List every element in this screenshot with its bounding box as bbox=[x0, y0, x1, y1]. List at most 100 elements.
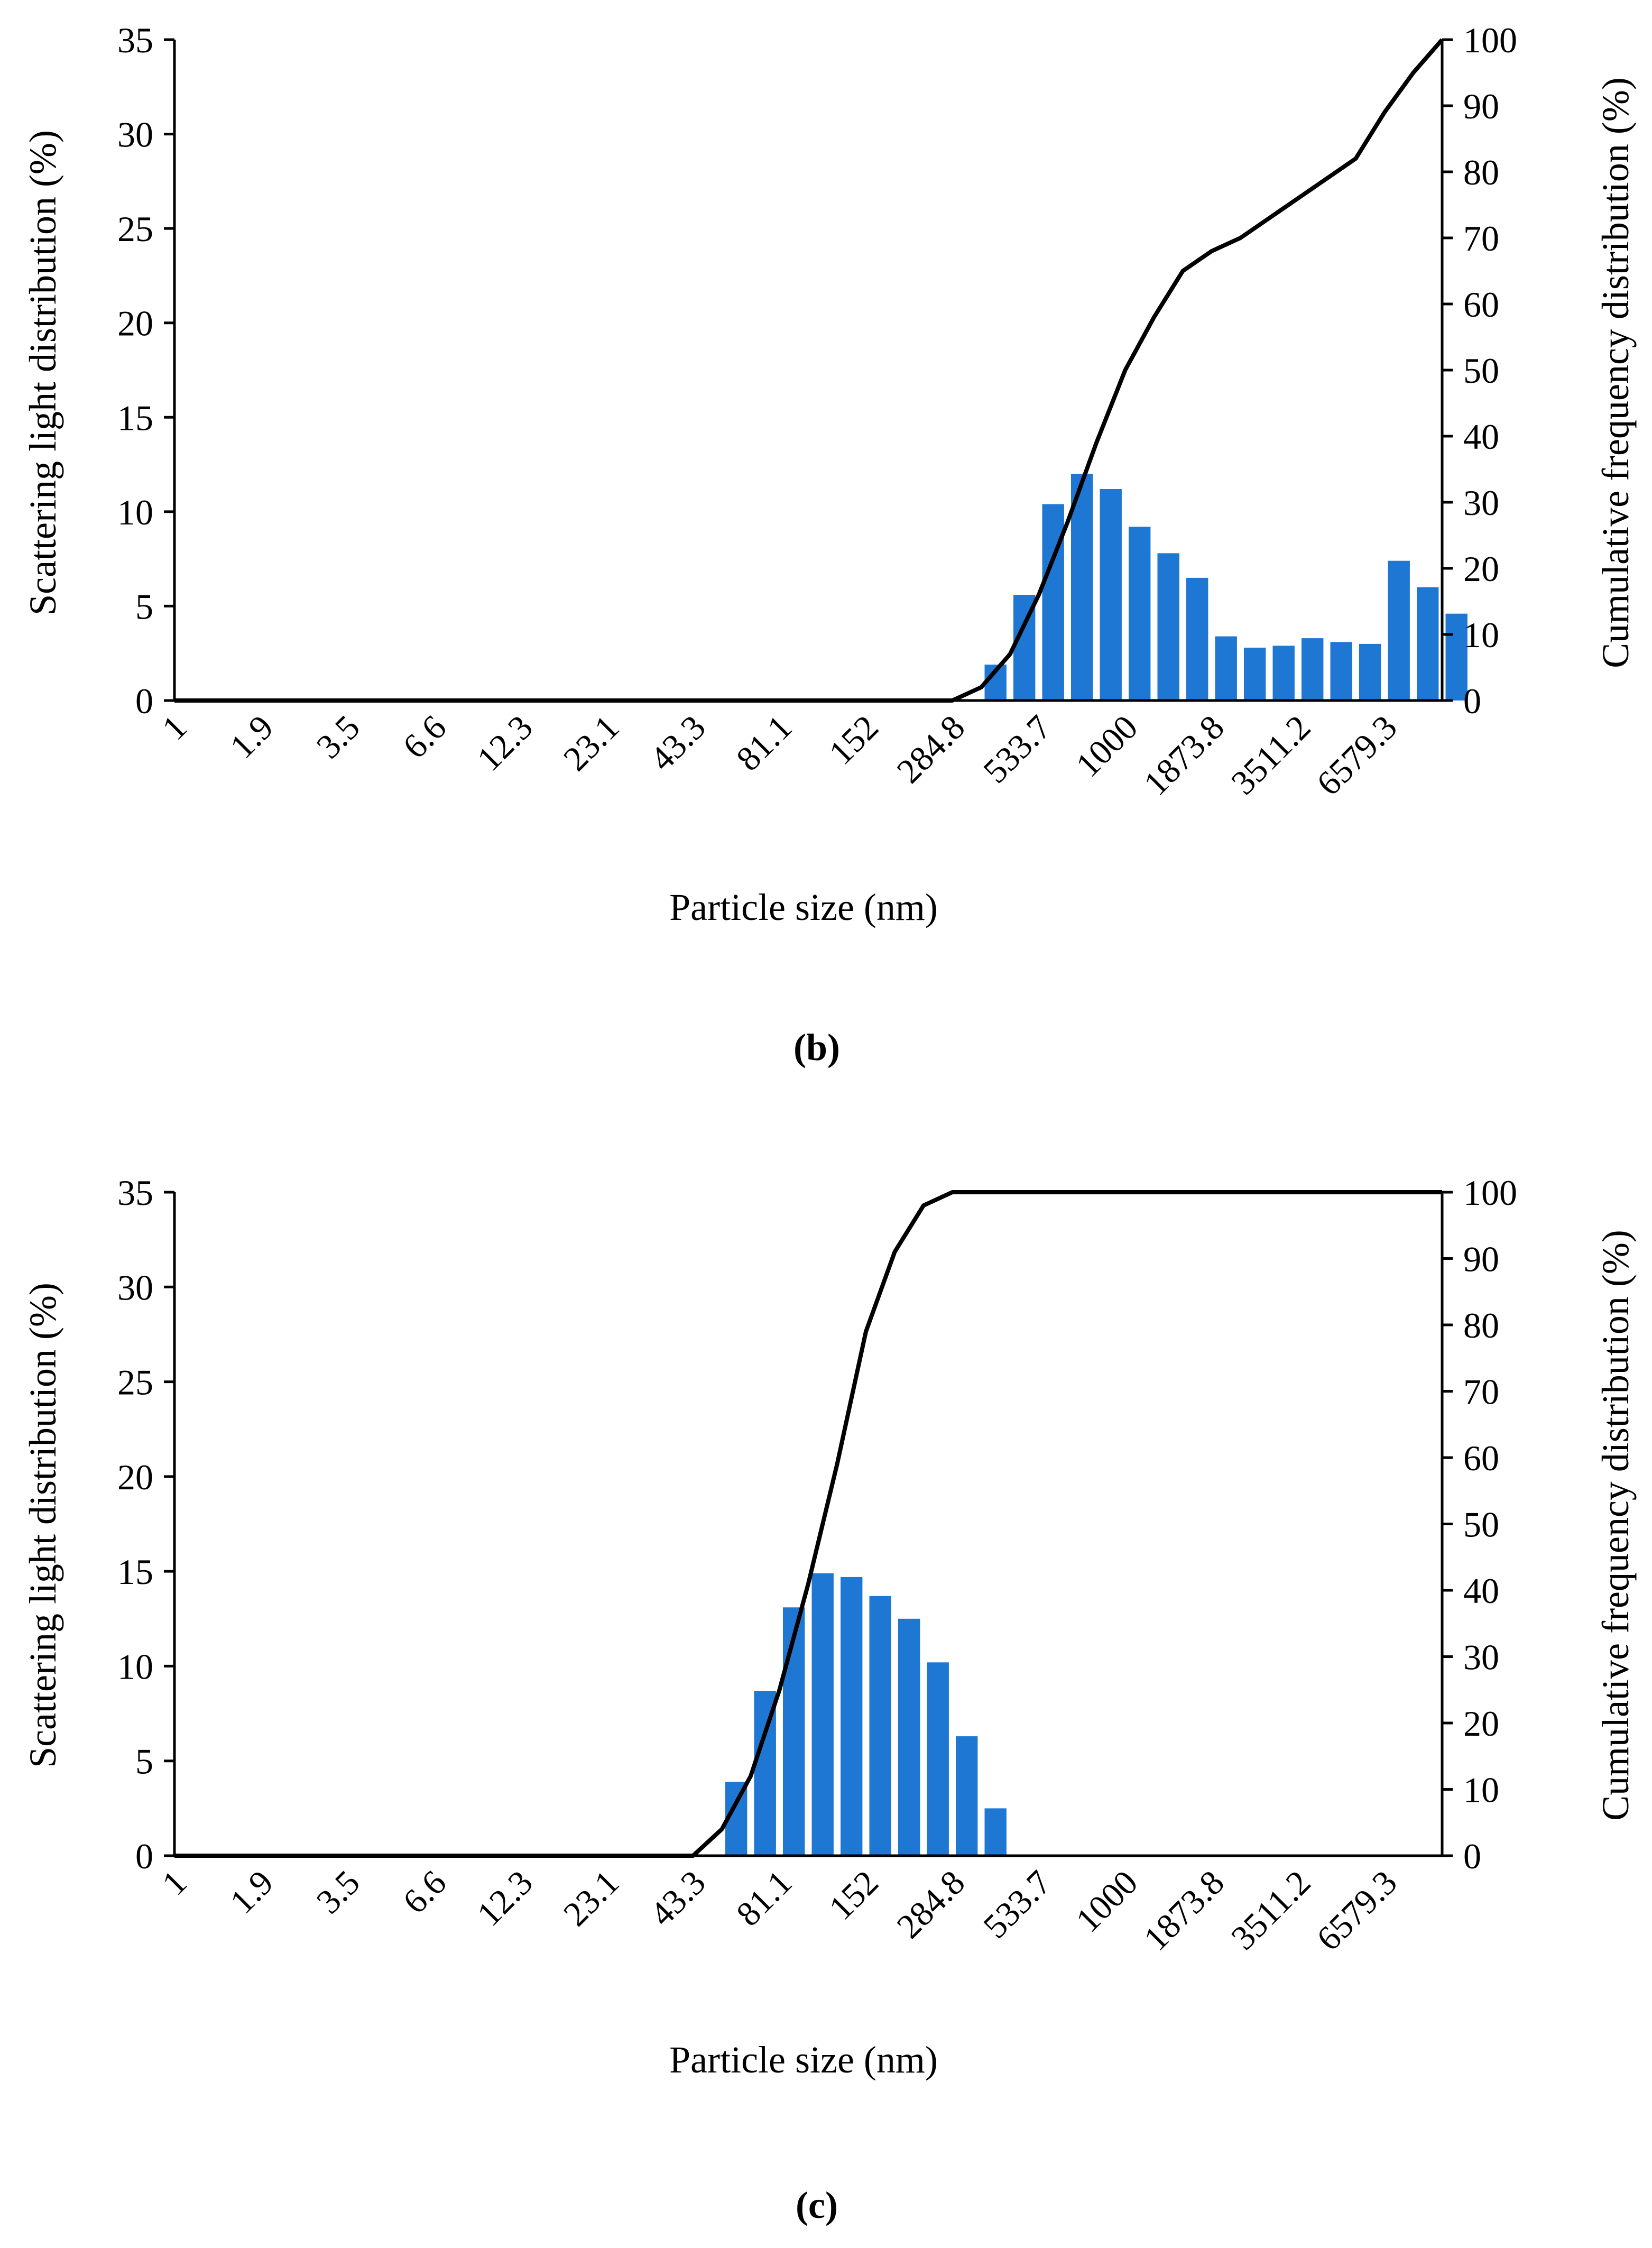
y2-tick-label: 90 bbox=[1463, 1239, 1499, 1279]
bar-series bbox=[725, 1573, 1007, 1856]
x-tick-label: 3511.2 bbox=[1224, 708, 1318, 802]
x-tick-label: 1000 bbox=[1068, 708, 1145, 785]
y2-tick-label: 70 bbox=[1463, 218, 1499, 259]
y2-tick-label: 40 bbox=[1463, 1571, 1499, 1611]
y-tick-label: 35 bbox=[117, 1173, 153, 1213]
x-tick-label: 3511.2 bbox=[1224, 1863, 1318, 1957]
bar bbox=[956, 1736, 978, 1856]
x-tick-label: 1000 bbox=[1068, 1863, 1145, 1940]
cumulative-line bbox=[174, 38, 1444, 703]
x-tick-label: 81.1 bbox=[729, 708, 799, 778]
x-tick-labels: 1 1.9 3.5 6.6 12.3 23.1 43.3 81.1 152 284.8 533.7 1… bbox=[155, 708, 1405, 803]
x-tick-label: 23.1 bbox=[556, 708, 626, 778]
y2-axis-label: Cumulative frequency distribution (%) bbox=[1594, 1230, 1637, 1821]
bar bbox=[1071, 474, 1093, 701]
x-tick-label: 152 bbox=[822, 1863, 886, 1928]
bar bbox=[754, 1691, 776, 1856]
y-tick-label: 35 bbox=[117, 20, 153, 60]
y-tick-label: 10 bbox=[117, 1646, 153, 1687]
y2-axis-label: Cumulative frequency distribution (%) bbox=[1594, 77, 1637, 668]
x-tick-label: 3.5 bbox=[309, 1863, 367, 1921]
y-axis-label: Scattering light distribution (%) bbox=[22, 1283, 64, 1768]
x-tick-label: 12.3 bbox=[470, 1863, 540, 1933]
bar bbox=[927, 1662, 949, 1856]
y2-tick-label: 40 bbox=[1463, 417, 1499, 457]
x-tick-label: 533.7 bbox=[976, 708, 1059, 791]
x-tick-label: 1 bbox=[155, 708, 195, 748]
y2-tick-label: 100 bbox=[1463, 1173, 1517, 1213]
y-tick-label: 15 bbox=[117, 398, 153, 438]
axes bbox=[164, 1191, 1453, 1857]
axes bbox=[164, 38, 1453, 702]
y-tick-label: 5 bbox=[135, 1742, 153, 1782]
y-tick-label: 30 bbox=[117, 115, 153, 155]
y2-tick-label: 0 bbox=[1463, 681, 1481, 721]
x-tick-label: 1 bbox=[155, 1863, 195, 1903]
x-tick-label: 152 bbox=[822, 708, 886, 772]
panel-label-c: (c) bbox=[796, 2184, 838, 2226]
bar bbox=[1244, 648, 1266, 701]
y-tick-label: 25 bbox=[117, 209, 153, 249]
right-y-tick-labels: 0 10 20 30 40 50 60 70 80 90 100 bbox=[1463, 20, 1517, 721]
bar bbox=[841, 1577, 863, 1856]
y-tick-label: 25 bbox=[117, 1362, 153, 1403]
bar bbox=[1272, 646, 1295, 701]
y2-tick-label: 0 bbox=[1463, 1836, 1481, 1876]
y2-tick-label: 30 bbox=[1463, 1637, 1499, 1678]
y2-tick-label: 100 bbox=[1463, 20, 1517, 60]
bar bbox=[1302, 638, 1324, 701]
y-axis-label: Scattering light distribution (%) bbox=[22, 130, 64, 615]
bar bbox=[869, 1596, 891, 1856]
y2-tick-label: 10 bbox=[1463, 615, 1499, 655]
y2-tick-label: 20 bbox=[1463, 549, 1499, 589]
y-tick-label: 10 bbox=[117, 492, 153, 532]
y2-tick-label: 50 bbox=[1463, 1505, 1499, 1545]
x-tick-label: 3.5 bbox=[309, 708, 367, 766]
bar bbox=[1388, 560, 1410, 701]
left-y-tick-labels: 0 5 10 15 20 25 30 35 bbox=[117, 1173, 153, 1876]
y2-tick-label: 10 bbox=[1463, 1770, 1499, 1810]
x-tick-label: 6.6 bbox=[395, 1863, 454, 1921]
bar bbox=[1359, 643, 1381, 701]
y2-tick-label: 80 bbox=[1463, 152, 1499, 192]
bar bbox=[1215, 636, 1237, 701]
x-tick-label: 23.1 bbox=[556, 1863, 626, 1933]
y-tick-label: 30 bbox=[117, 1267, 153, 1307]
bar bbox=[1186, 577, 1208, 701]
y-tick-label: 20 bbox=[117, 303, 153, 344]
x-tick-label: 43.3 bbox=[643, 1863, 713, 1933]
y2-tick-label: 80 bbox=[1463, 1305, 1499, 1346]
bar bbox=[811, 1573, 834, 1856]
x-tick-label: 6.6 bbox=[395, 708, 454, 766]
y-tick-label: 0 bbox=[135, 681, 153, 721]
x-tick-label: 1873.8 bbox=[1137, 708, 1232, 803]
y2-tick-label: 20 bbox=[1463, 1703, 1499, 1744]
bar bbox=[1445, 613, 1468, 701]
y2-tick-label: 90 bbox=[1463, 86, 1499, 126]
bar bbox=[984, 1808, 1007, 1856]
bar bbox=[1417, 587, 1439, 701]
bar bbox=[1330, 642, 1352, 701]
bar bbox=[783, 1607, 805, 1856]
bar bbox=[1100, 489, 1122, 701]
y2-tick-label: 60 bbox=[1463, 284, 1499, 325]
y-tick-label: 15 bbox=[117, 1552, 153, 1592]
y2-tick-label: 70 bbox=[1463, 1372, 1499, 1412]
x-tick-label: 284.8 bbox=[890, 1863, 973, 1946]
bar-series bbox=[984, 474, 1468, 701]
x-tick-label: 81.1 bbox=[729, 1863, 799, 1933]
x-tick-label: 533.7 bbox=[976, 1863, 1059, 1946]
x-axis-label: Particle size (nm) bbox=[669, 2039, 938, 2081]
x-tick-label: 1873.8 bbox=[1137, 1863, 1232, 1958]
y-tick-label: 5 bbox=[135, 586, 153, 627]
x-tick-label: 6579.3 bbox=[1309, 708, 1405, 803]
panel-label-b: (b) bbox=[793, 1026, 840, 1068]
y2-tick-label: 50 bbox=[1463, 351, 1499, 391]
left-y-tick-labels: 0 5 10 15 20 25 30 35 bbox=[117, 20, 153, 721]
x-tick-label: 6579.3 bbox=[1309, 1863, 1405, 1958]
x-axis-label: Particle size (nm) bbox=[669, 886, 938, 928]
x-tick-label: 43.3 bbox=[643, 708, 713, 778]
